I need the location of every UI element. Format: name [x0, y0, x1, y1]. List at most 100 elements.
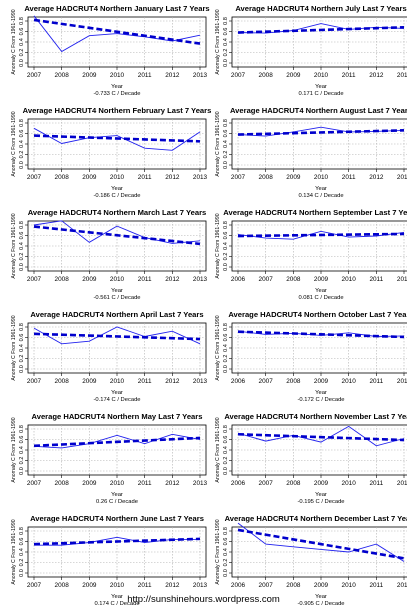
y-tick-label: 0.2	[19, 559, 25, 567]
chart-title: Average HADCRUT4 Northern February Last …	[23, 106, 212, 115]
x-tick-label: 2006	[231, 480, 246, 487]
x-tick-label: 2012	[369, 72, 384, 79]
x-axis-label: Year	[315, 288, 327, 294]
chart-panel: Average HADCRUT4 Northern July Last 7 Ye…	[215, 4, 407, 97]
x-tick-label: 2008	[286, 276, 301, 283]
trend-line	[237, 232, 405, 238]
chart-panel: Average HADCRUT4 Northern October Last 7…	[215, 310, 407, 403]
x-tick-label: 2006	[231, 378, 246, 385]
x-tick-label: 2012	[165, 480, 180, 487]
chart-panel: Average HADCRUT4 Northern September Last…	[215, 208, 407, 301]
chart-title: Average HADCRUT4 Northern October Last 7…	[228, 310, 407, 319]
y-tick-label: 0.2	[223, 559, 229, 567]
x-tick-label: 2012	[397, 582, 407, 589]
y-tick-label: 0.2	[223, 49, 229, 57]
y-axis-label: Anomaly C From 1961-1990	[11, 315, 17, 380]
x-tick-label: 2011	[138, 480, 152, 487]
y-tick-label: 0.8	[223, 17, 229, 25]
y-axis-label: Anomaly C From 1961-1990	[11, 417, 17, 482]
x-tick-label: 2011	[138, 378, 152, 385]
x-axis-label: Year	[111, 288, 123, 294]
x-tick-label: 2008	[55, 480, 70, 487]
x-tick-label: 2012	[397, 480, 407, 487]
y-tick-label: 0.6	[223, 538, 229, 546]
y-tick-label: 0.6	[223, 28, 229, 36]
x-tick-label: 2007	[27, 174, 42, 181]
y-tick-label: 0.4	[223, 548, 229, 556]
trend-line	[33, 537, 201, 546]
x-tick-label: 2011	[342, 174, 356, 181]
x-tick-label: 2010	[110, 582, 125, 589]
y-tick-label: 0.2	[223, 151, 229, 159]
x-tick-label: 2008	[55, 582, 70, 589]
x-tick-label: 2010	[342, 480, 357, 487]
chart-title: Average HADCRUT4 Northern August Last 7 …	[230, 106, 407, 115]
y-axis-label: Anomaly C From 1961-1990	[11, 9, 17, 74]
y-tick-label: 0.6	[19, 538, 25, 546]
y-tick-label: 0.2	[19, 49, 25, 57]
trend-rate-label: 0.081 C / Decade	[298, 295, 343, 301]
x-tick-label: 2009	[314, 582, 329, 589]
y-tick-label: 0.0	[223, 161, 229, 169]
x-axis-label: Year	[111, 186, 123, 192]
x-tick-label: 2011	[138, 582, 152, 589]
chart-panel: Average HADCRUT4 Northern June Last 7 Ye…	[11, 514, 208, 607]
x-tick-label: 2011	[138, 276, 152, 283]
chart-title: Average HADCRUT4 Northern January Last 7…	[24, 4, 209, 13]
y-axis-label: Anomaly C From 1961-1990	[11, 111, 17, 176]
x-axis-label: Year	[111, 84, 123, 90]
y-tick-label: 0.4	[223, 38, 229, 46]
y-tick-label: 0.0	[223, 263, 229, 271]
trend-rate-label: 0.134 C / Decade	[298, 193, 343, 199]
x-tick-label: 2010	[110, 72, 125, 79]
x-tick-label: 2008	[55, 378, 70, 385]
y-axis-label: Anomaly C From 1961-1990	[215, 9, 221, 74]
x-tick-label: 2010	[342, 378, 357, 385]
x-tick-label: 2010	[314, 72, 329, 79]
y-tick-label: 0.4	[223, 242, 229, 250]
x-axis-label: Year	[315, 492, 327, 498]
x-tick-label: 2013	[193, 72, 208, 79]
trend-line	[237, 528, 405, 560]
x-tick-label: 2011	[369, 582, 383, 589]
x-tick-label: 2008	[55, 276, 70, 283]
x-tick-label: 2012	[165, 72, 180, 79]
x-tick-label: 2009	[286, 174, 301, 181]
x-tick-label: 2008	[286, 582, 301, 589]
y-axis-label: Anomaly C From 1961-1990	[11, 519, 17, 584]
x-tick-label: 2007	[259, 582, 274, 589]
chart-panel: Average HADCRUT4 Northern February Last …	[11, 106, 211, 199]
chart-title: Average HADCRUT4 Northern March Last 7 Y…	[28, 208, 207, 217]
y-tick-label: 0.0	[19, 569, 25, 577]
chart-panel: Average HADCRUT4 Northern May Last 7 Yea…	[11, 412, 208, 505]
x-tick-label: 2011	[342, 72, 356, 79]
y-tick-label: 0.6	[223, 232, 229, 240]
x-tick-label: 2010	[342, 582, 357, 589]
y-tick-label: 0.8	[223, 527, 229, 535]
chart-title: Average HADCRUT4 Northern September Last…	[223, 208, 407, 217]
y-tick-label: 0.8	[223, 425, 229, 433]
x-axis-label: Year	[111, 594, 123, 600]
y-tick-label: 0.2	[19, 253, 25, 261]
y-tick-label: 0.0	[19, 467, 25, 475]
y-tick-label: 0.4	[19, 344, 25, 352]
x-axis-label: Year	[315, 594, 327, 600]
chart-title: Average HADCRUT4 Northern June Last 7 Ye…	[30, 514, 204, 523]
x-axis-label: Year	[315, 84, 327, 90]
x-tick-label: 2013	[193, 582, 208, 589]
trend-rate-label: -0.905 C / Decade	[297, 601, 344, 607]
x-tick-label: 2009	[314, 480, 329, 487]
x-tick-label: 2011	[369, 276, 383, 283]
x-tick-label: 2010	[342, 276, 357, 283]
x-tick-label: 2008	[55, 72, 70, 79]
x-tick-label: 2013	[193, 378, 208, 385]
trend-rate-label: 0.171 C / Decade	[298, 91, 343, 97]
y-tick-label: 0.0	[19, 365, 25, 373]
y-axis-label: Anomaly C From 1961-1990	[215, 111, 221, 176]
y-tick-label: 0.6	[223, 334, 229, 342]
trend-rate-label: -0.172 C / Decade	[297, 397, 344, 403]
x-axis-label: Year	[315, 186, 327, 192]
data-series-line	[33, 220, 201, 244]
trend-line	[237, 26, 405, 34]
x-tick-label: 2009	[82, 582, 97, 589]
